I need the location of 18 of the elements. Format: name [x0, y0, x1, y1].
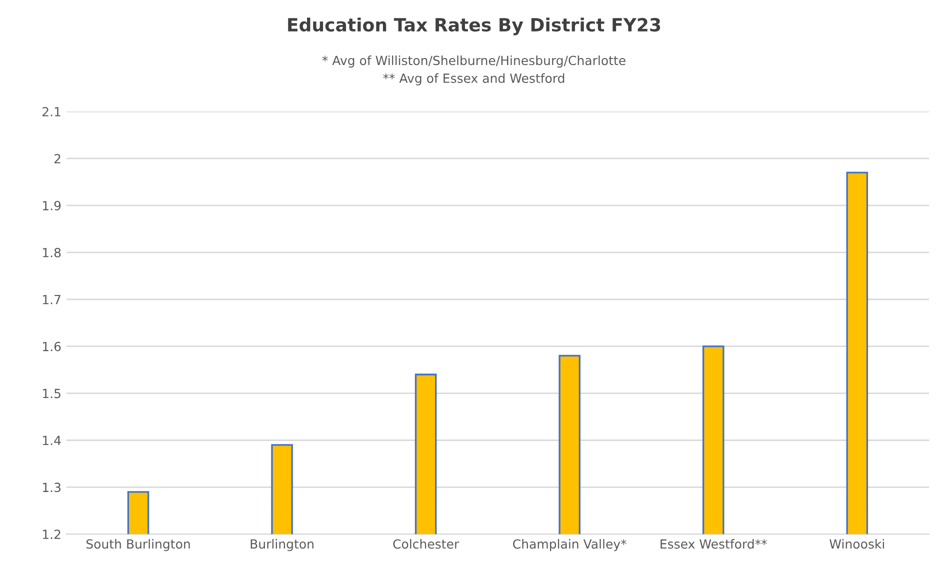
y-tick-label: 1.6 [42, 342, 61, 352]
x-tick-label: Champlain Valley* [513, 539, 626, 552]
chart-title: Education Tax Rates By District FY23 [288, 18, 660, 36]
x-tick-label: South Burlington [86, 539, 190, 552]
y-tick-label: 1.8 [42, 248, 61, 258]
y-tick-label: 1.3 [42, 482, 60, 492]
y-tick-label: 2 [54, 154, 60, 164]
chart-subtitle: * Avg of Williston/Shelburne/Hinesburg/Charlotte ** Avg of Essex and Westford [322, 55, 626, 86]
y-tick-label: 1.7 [42, 295, 60, 304]
x-tick-label: Essex Westford** [660, 539, 767, 549]
y-tick-label: 1.2 [42, 530, 60, 539]
y-tick-label: 2.1 [42, 107, 60, 116]
x-tick-label: Burlington [250, 539, 314, 552]
x-tick-label: Colchester [393, 539, 460, 549]
x-tick-label: Winooski [830, 539, 884, 549]
y-tick-label: 1.5 [42, 388, 60, 398]
y-tick-label: 1.9 [42, 200, 61, 210]
y-tick-label: 1.4 [42, 436, 61, 445]
